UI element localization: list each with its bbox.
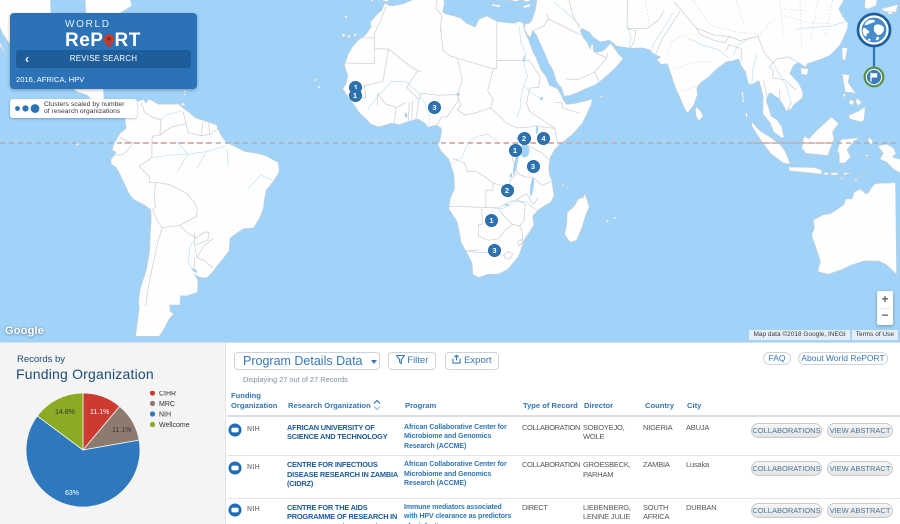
svg-text:NIH: NIH	[159, 412, 171, 419]
svg-text:Wellcome: Wellcome	[159, 422, 190, 429]
svg-text:11.1%: 11.1%	[112, 427, 131, 434]
svg-text:11.1%: 11.1%	[90, 409, 109, 416]
svg-text:14.8%: 14.8%	[55, 409, 75, 416]
svg-text:MRC: MRC	[159, 401, 175, 408]
svg-text:63%: 63%	[65, 490, 79, 497]
svg-text:CIHR: CIHR	[159, 391, 176, 398]
